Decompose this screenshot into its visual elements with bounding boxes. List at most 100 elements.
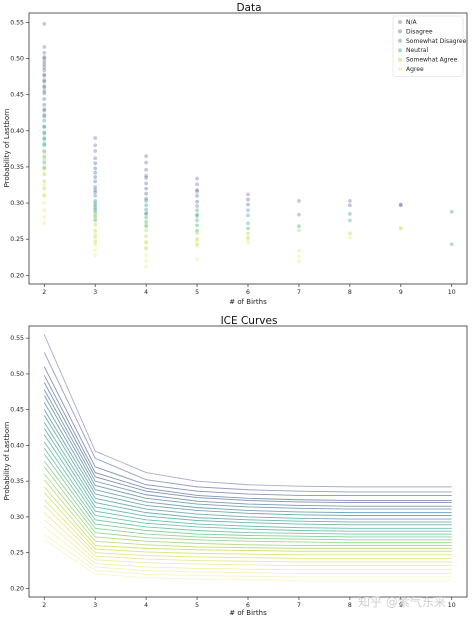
scatter-point	[93, 243, 98, 247]
scatter-point	[246, 235, 250, 240]
x-tick-label: 2	[42, 289, 46, 296]
x-tick-label: 5	[195, 289, 199, 296]
x-tick-label: 4	[144, 602, 148, 609]
scatter-point	[42, 45, 47, 49]
y-tick-label: 0.30	[10, 514, 24, 521]
scatter-point	[93, 207, 98, 212]
scatter-point	[449, 209, 454, 214]
scatter-point	[297, 198, 301, 203]
scatter-point	[42, 130, 47, 135]
scatter-point	[195, 199, 199, 204]
scatter-point	[93, 161, 98, 166]
scatter-point	[93, 253, 98, 257]
scatter-point	[42, 131, 47, 136]
scatter-point	[42, 91, 47, 96]
scatter-point	[347, 212, 352, 216]
scatter-point	[42, 165, 47, 169]
legend-marker	[398, 57, 402, 62]
scatter-point	[398, 226, 403, 231]
scatter-point	[93, 175, 98, 179]
scatter-point	[144, 247, 149, 252]
scatter-point	[195, 244, 199, 249]
scatter-point	[42, 55, 47, 59]
scatter-point	[195, 182, 199, 187]
ice-line	[43, 519, 452, 571]
scatter-point	[93, 193, 98, 198]
ice-line	[43, 473, 452, 546]
scatter-point	[42, 208, 47, 213]
scatter-point	[195, 208, 199, 213]
scatter-points	[42, 21, 454, 269]
scatter-point	[347, 218, 352, 223]
ice-line	[44, 539, 452, 581]
scatter-point	[144, 253, 149, 257]
scatter-point	[42, 166, 47, 171]
scatter-point	[93, 190, 98, 195]
legend-marker	[398, 48, 402, 53]
legend-label: Somewhat Disagree	[406, 38, 467, 45]
scatter-point	[195, 189, 199, 194]
scatter-point	[246, 226, 250, 231]
x-tick-label: 9	[399, 289, 403, 296]
ice-line	[43, 395, 452, 510]
scatter-point	[195, 237, 199, 242]
y-axis: 0.20 0.25 0.30 0.35 0.40 0.45 0.50 0.55	[10, 335, 29, 592]
scatter-point	[42, 56, 47, 61]
scatter-point	[93, 185, 98, 190]
scatter-point	[246, 240, 250, 245]
scatter-point	[93, 203, 98, 208]
y-tick-label: 0.50	[10, 371, 24, 378]
scatter-point	[195, 238, 199, 243]
scatter-point	[195, 176, 199, 181]
scatter-point	[93, 237, 98, 242]
scatter-point	[347, 198, 352, 203]
scatter-point	[93, 218, 98, 223]
scatter-point	[93, 205, 98, 210]
scatter-point	[42, 73, 47, 78]
ice-line	[43, 366, 452, 496]
scatter-point	[144, 264, 149, 269]
ice-line	[43, 352, 452, 493]
scatter-point	[297, 224, 301, 229]
scatter-point	[93, 188, 98, 192]
scatter-point	[42, 193, 47, 198]
scatter-point	[93, 234, 98, 239]
y-tick-label: 0.50	[10, 56, 24, 63]
scatter-point	[144, 240, 149, 244]
y-tick-label: 0.20	[10, 272, 24, 279]
x-axis-label: # of Births	[229, 609, 267, 617]
scatter-point	[144, 224, 149, 229]
scatter-point	[195, 214, 199, 218]
ice-line	[43, 460, 452, 541]
ice-line	[43, 499, 452, 559]
scatter-point	[144, 219, 149, 224]
ice-lines	[43, 334, 452, 581]
scatter-point	[297, 259, 301, 264]
ice-line	[43, 334, 452, 488]
y-tick-label: 0.20	[10, 585, 24, 592]
x-tick-label: 2	[42, 602, 46, 609]
ice-line	[43, 466, 452, 544]
scatter-point	[144, 186, 149, 191]
scatter-point	[144, 175, 149, 180]
scatter-point	[42, 124, 47, 129]
scatter-point	[42, 201, 47, 205]
scatter-point	[42, 97, 47, 101]
legend-label: Neutral	[406, 47, 428, 54]
y-tick-label: 0.35	[10, 164, 24, 171]
ice-line	[43, 389, 452, 507]
scatter-point	[42, 89, 47, 93]
scatter-point	[195, 228, 199, 233]
scatter-point	[42, 65, 47, 70]
scatter-point	[144, 181, 149, 186]
scatter-point	[93, 217, 98, 221]
legend-marker	[398, 20, 402, 24]
ice-line	[44, 526, 452, 574]
y-tick-label: 0.40	[10, 128, 24, 135]
scatter-point	[144, 212, 149, 216]
y-tick-label: 0.40	[10, 442, 24, 449]
scatter-point	[42, 84, 47, 88]
scatter-point	[449, 242, 454, 247]
scatter-point	[42, 68, 47, 72]
scatter-point	[93, 228, 98, 233]
